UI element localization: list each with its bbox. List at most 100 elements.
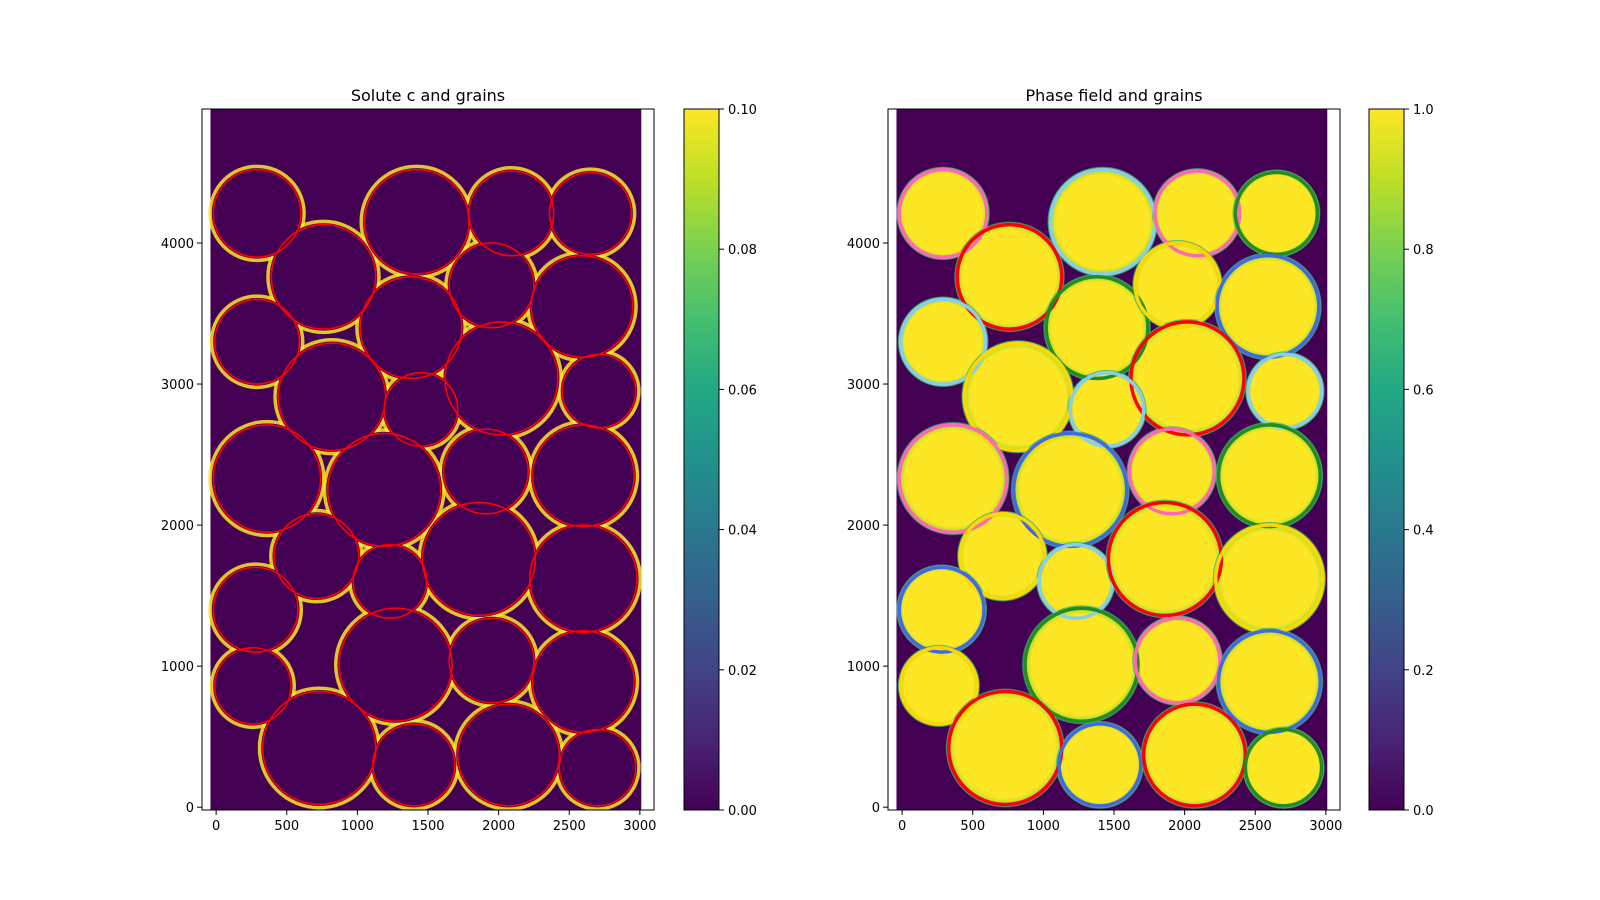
phase-grain bbox=[1036, 541, 1116, 622]
grain-circle bbox=[548, 171, 633, 256]
phase-grain bbox=[1242, 726, 1325, 809]
y-tick-label: 3000 bbox=[161, 378, 194, 393]
phase-colorbar-ticks: 0.0 0.2 0.4 0.6 0.8 1.0 bbox=[1404, 103, 1434, 819]
phase-grain bbox=[957, 510, 1048, 602]
phase-grain bbox=[1214, 252, 1322, 361]
phase-grains bbox=[896, 166, 1327, 809]
grain-interior bbox=[269, 223, 378, 331]
phase-grain bbox=[896, 421, 1010, 536]
grain-interior bbox=[213, 646, 293, 726]
grain-circle bbox=[1153, 169, 1242, 258]
grain-interior bbox=[557, 728, 638, 808]
grain-interior bbox=[211, 423, 323, 534]
phase-grain bbox=[1105, 499, 1225, 619]
grain-circle bbox=[359, 275, 463, 380]
grain-circle bbox=[1044, 275, 1150, 381]
x-tick-label: 2500 bbox=[553, 819, 586, 834]
grain-circle bbox=[955, 222, 1064, 331]
grain-circle bbox=[338, 607, 453, 723]
phase-grain bbox=[1215, 421, 1324, 530]
colorbar-tick-label: 0.10 bbox=[728, 103, 757, 118]
grain-interior bbox=[326, 431, 443, 548]
grain-circle bbox=[1106, 500, 1224, 618]
phase-grain bbox=[961, 340, 1075, 454]
grain-circle bbox=[531, 424, 636, 528]
x-tick-label: 3000 bbox=[1309, 819, 1342, 834]
y-tick-label: 1000 bbox=[161, 660, 194, 675]
grain-circle bbox=[958, 511, 1047, 601]
phase-grain bbox=[1151, 167, 1243, 259]
grain-interior bbox=[447, 241, 536, 330]
colorbar-tick-label: 0.8 bbox=[1413, 243, 1434, 258]
grain-circle bbox=[212, 424, 322, 534]
x-tick-label: 0 bbox=[898, 819, 906, 834]
phase-title: Phase field and grains bbox=[1025, 86, 1202, 105]
grain-interior bbox=[528, 523, 639, 634]
phase-grain bbox=[1132, 239, 1223, 331]
grain-interior bbox=[272, 512, 361, 600]
grain-interior bbox=[351, 543, 429, 620]
phase-y-ticks: 0 1000 2000 3000 4000 bbox=[847, 237, 888, 816]
y-tick-label: 2000 bbox=[847, 519, 880, 534]
solute-panel: Solute c and grains 0 500 1000 1500 2000 2500… bbox=[161, 86, 657, 834]
phase-grain bbox=[1212, 522, 1327, 636]
y-tick-label: 3000 bbox=[847, 378, 880, 393]
grain-interior bbox=[211, 168, 303, 259]
grain-circle bbox=[530, 254, 634, 359]
phase-x-ticks: 0 500 1000 1500 2000 2500 3000 bbox=[898, 810, 1342, 834]
colorbar-tick-label: 0.4 bbox=[1413, 524, 1434, 539]
grain-circle bbox=[558, 728, 637, 807]
phase-panel: Phase field and grains 0 500 1000 1500 2000 2… bbox=[847, 86, 1343, 834]
y-tick-label: 4000 bbox=[161, 237, 194, 252]
grain-interior bbox=[371, 722, 457, 808]
grain-circle bbox=[213, 646, 292, 725]
phase-grain bbox=[1067, 369, 1147, 450]
x-tick-label: 1500 bbox=[411, 819, 444, 834]
grain-interior bbox=[382, 371, 460, 448]
y-tick-label: 1000 bbox=[847, 660, 880, 675]
colorbar-tick-label: 0.02 bbox=[728, 664, 757, 679]
colorbar-tick-label: 0.0 bbox=[1413, 804, 1434, 819]
x-tick-label: 3000 bbox=[623, 819, 656, 834]
colorbar-tick-label: 0.6 bbox=[1413, 383, 1434, 398]
solute-title: Solute c and grains bbox=[351, 86, 505, 105]
x-tick-label: 1500 bbox=[1097, 819, 1130, 834]
grain-circle bbox=[897, 423, 1009, 534]
grain-interior bbox=[443, 320, 560, 437]
phase-grain bbox=[954, 221, 1065, 333]
grain-interior bbox=[456, 702, 561, 808]
phase-grain bbox=[897, 296, 989, 388]
grain-interior bbox=[362, 168, 471, 276]
y-tick-label: 0 bbox=[186, 801, 194, 816]
grain-circle bbox=[212, 566, 299, 653]
grain-circle bbox=[1127, 427, 1217, 516]
grain-interior bbox=[547, 170, 633, 256]
solute-y-ticks: 0 1000 2000 3000 4000 bbox=[161, 237, 202, 816]
grain-interior bbox=[213, 297, 301, 386]
grain-circle bbox=[898, 645, 979, 726]
grain-circle bbox=[1057, 722, 1143, 808]
grain-circle bbox=[897, 167, 989, 259]
phase-grain-circles bbox=[897, 167, 1325, 808]
grain-circle bbox=[442, 428, 530, 515]
phase-grain bbox=[1047, 166, 1158, 278]
colorbar-tick-label: 0.04 bbox=[728, 524, 757, 539]
grain-circle bbox=[363, 168, 470, 275]
grain-interior bbox=[560, 352, 638, 430]
x-tick-label: 500 bbox=[960, 819, 985, 834]
x-tick-label: 2500 bbox=[1239, 819, 1272, 834]
grain-circle bbox=[1233, 170, 1320, 257]
colorbar-tick-label: 0.06 bbox=[728, 383, 757, 398]
phase-grain bbox=[1055, 720, 1144, 809]
grain-circle bbox=[898, 297, 988, 386]
grain-interior bbox=[261, 689, 378, 806]
solute-colorbar: 0.00 0.02 0.04 0.06 0.08 0.10 bbox=[683, 103, 757, 819]
grain-circle bbox=[1133, 616, 1222, 705]
colorbar-tick-label: 0.00 bbox=[728, 804, 757, 819]
grain-circle bbox=[213, 298, 301, 385]
grain-interior bbox=[337, 606, 454, 723]
grain-circle bbox=[448, 242, 535, 329]
x-tick-label: 2000 bbox=[482, 819, 515, 834]
x-tick-label: 0 bbox=[212, 819, 220, 834]
